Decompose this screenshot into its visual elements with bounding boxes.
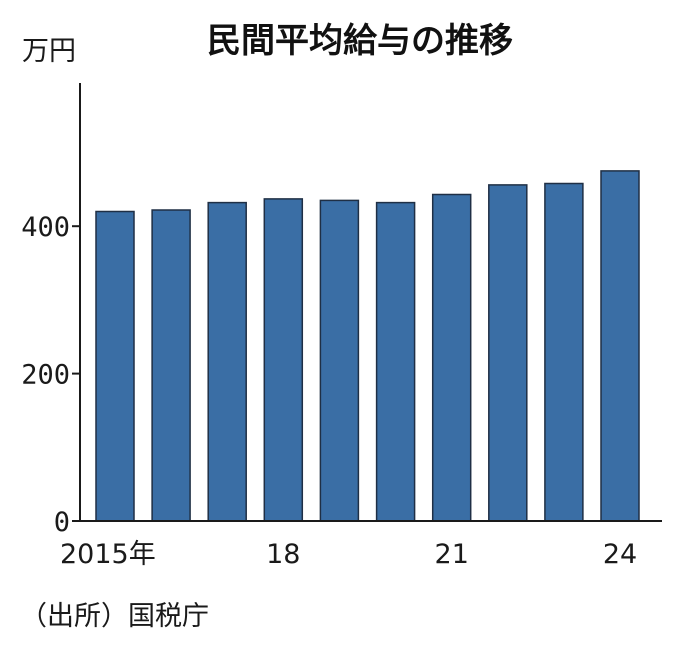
x-tick-label: 24 xyxy=(603,539,637,570)
x-tick-label: 21 xyxy=(435,539,469,570)
x-axis-ticks: 2015年 18 21 24 xyxy=(60,539,637,570)
x-tick-label: 18 xyxy=(266,539,300,570)
bar-2024 xyxy=(600,170,640,522)
x-tick-label: 2015年 xyxy=(60,539,156,570)
bar-2017 xyxy=(207,201,247,522)
source-note: （出所）国税庁 xyxy=(20,601,209,632)
bar-series xyxy=(95,170,640,522)
bar-2015 xyxy=(95,210,135,522)
bar-2018 xyxy=(263,198,304,522)
bar-2021 xyxy=(431,193,472,522)
y-tick-label: 0 xyxy=(54,507,70,538)
bar-2016 xyxy=(151,209,191,522)
y-tick-label: 400 xyxy=(21,212,70,243)
bar-2023 xyxy=(544,182,584,522)
bar-2019 xyxy=(319,199,360,522)
bar-2022 xyxy=(488,184,528,522)
y-axis-unit-label: 万円 xyxy=(22,36,76,67)
bar-2020 xyxy=(375,201,416,522)
chart-title: 民間平均給与の推移 xyxy=(207,21,513,61)
y-tick-label: 200 xyxy=(21,360,70,391)
y-axis-ticks: 0 200 400 xyxy=(21,212,80,538)
